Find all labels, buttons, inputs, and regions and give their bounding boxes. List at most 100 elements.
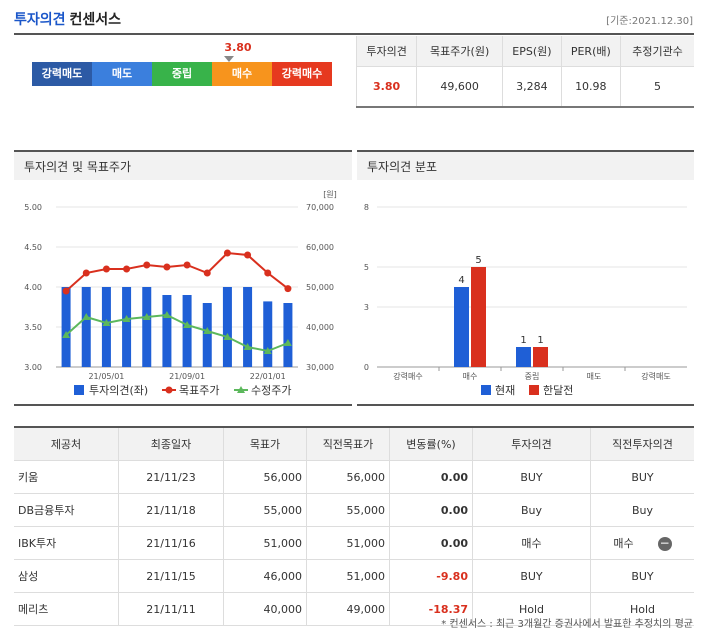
legend-current-swatch xyxy=(481,385,491,395)
x-tick-label: 매도 xyxy=(587,372,602,381)
legend-month-ago-swatch xyxy=(529,385,539,395)
cell-text: -9.80 xyxy=(436,569,468,583)
x-tick-label: 중립 xyxy=(525,372,540,381)
opinion-level-strong-sell: 강력매도 xyxy=(32,62,92,86)
opinion-bar xyxy=(243,287,253,367)
cell-prev-opinion: Buy xyxy=(590,493,694,527)
opinion-bar xyxy=(101,287,111,367)
summary-header-row: 투자의견 목표주가(원) EPS(원) PER(배) 추정기관수 xyxy=(355,36,694,67)
y-right-unit: [원] xyxy=(323,190,337,199)
x-tick-label: 22/01/01 xyxy=(250,372,286,381)
opinion-level-label: 중립 xyxy=(171,67,193,80)
cell-provider: DB금융투자 xyxy=(14,493,119,527)
x-tick-label: 강력매도 xyxy=(641,371,670,381)
target-price-point xyxy=(284,285,292,293)
y-left-tick-label: 5.00 xyxy=(24,203,42,212)
cell-prev-target: 51,000 xyxy=(306,526,390,560)
cell-target: 46,000 xyxy=(223,559,307,593)
legend-adjusted-marker xyxy=(237,386,245,393)
summary-opinion-value: 3.80 xyxy=(355,66,417,108)
cell-text: -18.37 xyxy=(428,602,468,616)
target-price-point xyxy=(163,263,171,271)
opinion-level-label: 매수 xyxy=(231,67,253,80)
cell-text: 매수 xyxy=(521,537,542,550)
cell-text: 40,000 xyxy=(263,602,303,616)
collapse-icon[interactable]: − xyxy=(657,536,672,551)
cell-text: 51,000 xyxy=(346,536,386,550)
adjusted-price-point xyxy=(102,319,111,326)
opinion-level-label: 매도 xyxy=(111,67,133,80)
page-title: 투자의견 컨센서스 xyxy=(14,9,121,29)
broker-table-body: 키움 21/11/23 56,000 56,000 0.00 BUY BUY DB금융투자 21… xyxy=(14,460,694,626)
summary-header-count: 추정기관수 xyxy=(620,36,694,67)
summary-header-target: 목표주가(원) xyxy=(416,36,503,67)
opinion-bar xyxy=(81,287,91,367)
opinion-level-buy: 매수 xyxy=(212,62,272,86)
adjusted-price-point xyxy=(162,311,171,318)
cell-provider: 삼성 xyxy=(14,559,119,593)
col-change-rate: 변동률(%) xyxy=(389,426,473,461)
cell-prev-target: 56,000 xyxy=(306,460,390,494)
target-price-point xyxy=(223,249,231,257)
col-target: 목표가 xyxy=(223,426,307,461)
opinion-target-chart: 5.00 4.50 4.00 3.50 3.00 70,000 60,000 50,000 40… xyxy=(24,190,337,397)
cell-provider: IBK투자 xyxy=(14,526,119,560)
cell-text: 0.00 xyxy=(440,470,468,484)
cell-last-date: 21/11/18 xyxy=(118,493,224,527)
cell-opinion: BUY xyxy=(472,460,591,494)
opinion-level-strong-buy: 강력매수 xyxy=(272,62,332,86)
panel-opinion-target-header: 투자의견 및 목표주가 xyxy=(14,150,352,180)
table-row: DB금융투자 21/11/18 55,000 55,000 0.00 Buy Buy xyxy=(14,493,694,527)
opinion-bar xyxy=(182,295,192,367)
opinion-bar xyxy=(142,287,152,367)
cell-text: 메리츠 xyxy=(18,603,49,616)
base-date: [기준:2021.12.30] xyxy=(606,16,693,27)
y-left-tick-label: 3.00 xyxy=(24,363,42,372)
adjusted-price-point xyxy=(243,343,252,350)
cell-text: 55,000 xyxy=(263,503,303,517)
cell-text: Hold xyxy=(518,602,545,616)
legend-label: 한달전 xyxy=(543,384,573,397)
title-subtitle: 컨센서스 xyxy=(69,12,122,28)
summary-header-eps: EPS(원) xyxy=(502,36,562,67)
month-ago-bar xyxy=(471,267,486,367)
opinion-bar xyxy=(162,295,172,367)
cell-last-date: 21/11/15 xyxy=(118,559,224,593)
x-tick-label: 21/09/01 xyxy=(169,372,205,381)
cell-text: 46,000 xyxy=(263,569,303,583)
title-text: 투자의견 xyxy=(14,12,66,28)
summary-count-value: 5 xyxy=(620,66,694,108)
col-last-date: 최종일자 xyxy=(118,426,224,461)
bar-value-label: 1 xyxy=(520,335,526,346)
legend-target-dot xyxy=(165,386,173,394)
y-left-tick-label: 4.00 xyxy=(24,283,42,292)
legend-label: 목표주가 xyxy=(179,384,219,397)
cell-last-date: 21/11/16 xyxy=(118,526,224,560)
cell-text: 51,000 xyxy=(346,569,386,583)
consensus-marker-icon xyxy=(224,56,234,62)
y-tick-label: 3 xyxy=(364,303,369,312)
legend-label: 수정주가 xyxy=(251,384,291,397)
cell-target: 51,000 xyxy=(223,526,307,560)
target-price-point xyxy=(143,261,151,269)
opinion-level-label: 강력매도 xyxy=(41,67,83,80)
cell-text: 키움 xyxy=(18,471,39,484)
target-price-point xyxy=(123,265,131,273)
adjusted-price-point xyxy=(183,321,192,328)
bar-value-label: 5 xyxy=(475,255,481,266)
adjusted-price-point xyxy=(223,333,232,340)
footnote: * 컨센서스 : 최근 3개월간 증권사에서 발표한 추정치의 평균 xyxy=(441,619,693,630)
adjusted-price-point xyxy=(62,331,71,338)
y-right-tick-label: 50,000 xyxy=(306,283,334,292)
opinion-bar xyxy=(122,287,132,367)
broker-table: 제공처 최종일자 목표가 직전목표가 변동률(%) 투자의견 직전투자의견 키움… xyxy=(14,426,694,626)
consensus-summary-table: 투자의견 목표주가(원) EPS(원) PER(배) 추정기관수 3.80 49… xyxy=(355,36,694,108)
legend-label: 투자의견(좌) xyxy=(89,384,148,397)
cell-change-rate: 0.00 xyxy=(389,493,473,527)
cell-last-date: 21/11/11 xyxy=(118,592,224,626)
target-price-point xyxy=(264,269,272,277)
panel-left-divider xyxy=(14,404,352,406)
cell-change-rate: 0.00 xyxy=(389,526,473,560)
cell-change-rate: -18.37 xyxy=(389,592,473,626)
cell-text: 0.00 xyxy=(440,536,468,550)
